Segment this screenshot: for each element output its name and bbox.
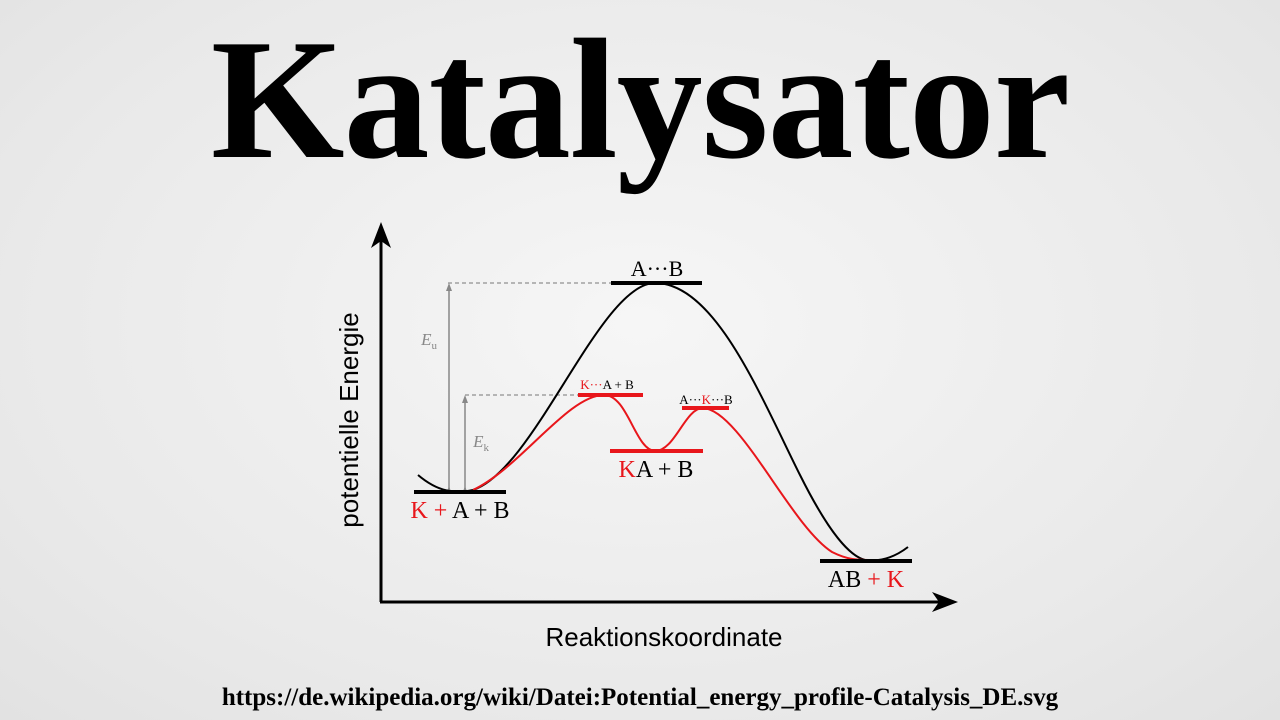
label-reactants: K + A + B [410,498,509,524]
label-transition-uncatalyzed: A···B [631,256,684,281]
catalyzed-curve [472,393,869,561]
source-url: https://de.wikipedia.org/wiki/Datei:Pote… [221,684,1059,711]
label-products: AB + K [828,567,905,593]
axes [371,222,958,612]
label-intermediate: KA + B [619,457,694,483]
page-title: Katalysator [210,5,1070,195]
label-transition-cat-1: K···A + B [580,377,634,392]
y-axis-arrowhead [371,222,391,248]
y-axis-label: potentielle Energie [334,312,364,527]
label-energy-catalyzed: Ek [472,432,489,454]
x-axis-arrowhead [932,592,958,612]
label-transition-cat-2: A···K···B [679,392,733,407]
label-energy-uncatalyzed: Eu [420,330,437,352]
x-axis-label: Reaktionskoordinate [545,622,782,652]
